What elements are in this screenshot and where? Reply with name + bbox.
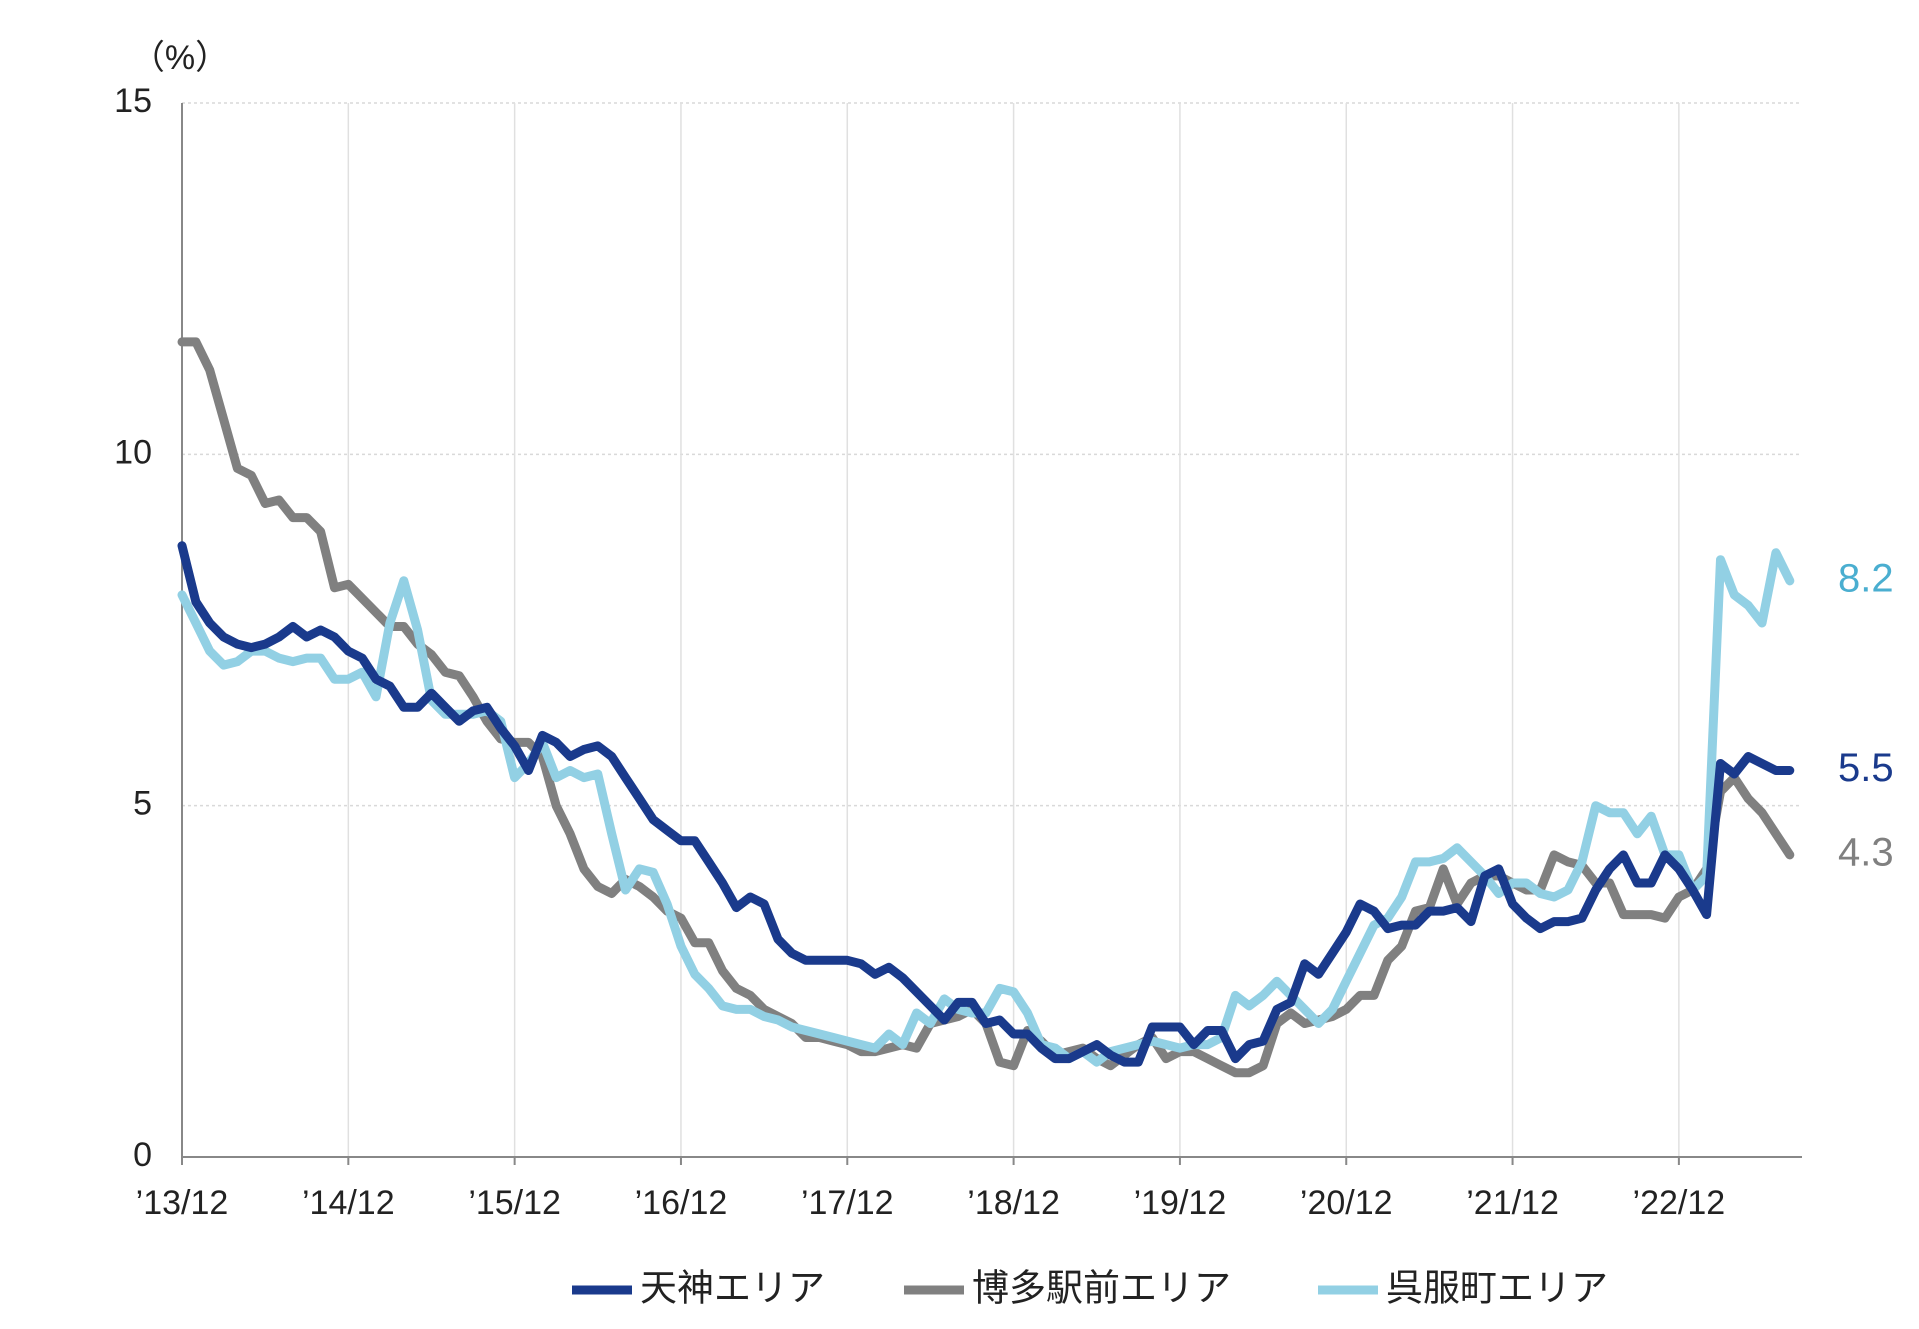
series-line — [177, 541, 1795, 1067]
x-tick-label: ’21/12 — [1466, 1184, 1559, 1222]
y-axis-label: （%） — [131, 39, 229, 77]
end-label: 5.5 — [1838, 746, 1894, 790]
x-tick-label: ’17/12 — [801, 1184, 894, 1222]
end-label: 8.2 — [1838, 556, 1894, 600]
y-tick-label: 10 — [114, 433, 152, 471]
legend-label: 天神エリア — [640, 1267, 825, 1310]
y-tick-label: 0 — [133, 1136, 152, 1174]
y-tick-label: 5 — [133, 785, 152, 823]
x-tick-label: ’16/12 — [635, 1184, 728, 1222]
x-tick-label: ’20/12 — [1300, 1184, 1393, 1222]
x-tick-label: ’13/12 — [136, 1184, 229, 1222]
x-tick-label: ’14/12 — [302, 1184, 395, 1222]
x-tick-label: ’19/12 — [1134, 1184, 1227, 1222]
legend-label: 呉服町エリア — [1386, 1267, 1608, 1310]
x-tick-label: ’22/12 — [1633, 1184, 1726, 1222]
end-label: 4.3 — [1838, 830, 1894, 874]
y-tick-label: 15 — [114, 82, 152, 120]
series-line — [177, 548, 1795, 1067]
legend-label: 博多駅前エリア — [972, 1267, 1231, 1310]
x-tick-label: ’15/12 — [468, 1184, 561, 1222]
x-tick-label: ’18/12 — [967, 1184, 1060, 1222]
